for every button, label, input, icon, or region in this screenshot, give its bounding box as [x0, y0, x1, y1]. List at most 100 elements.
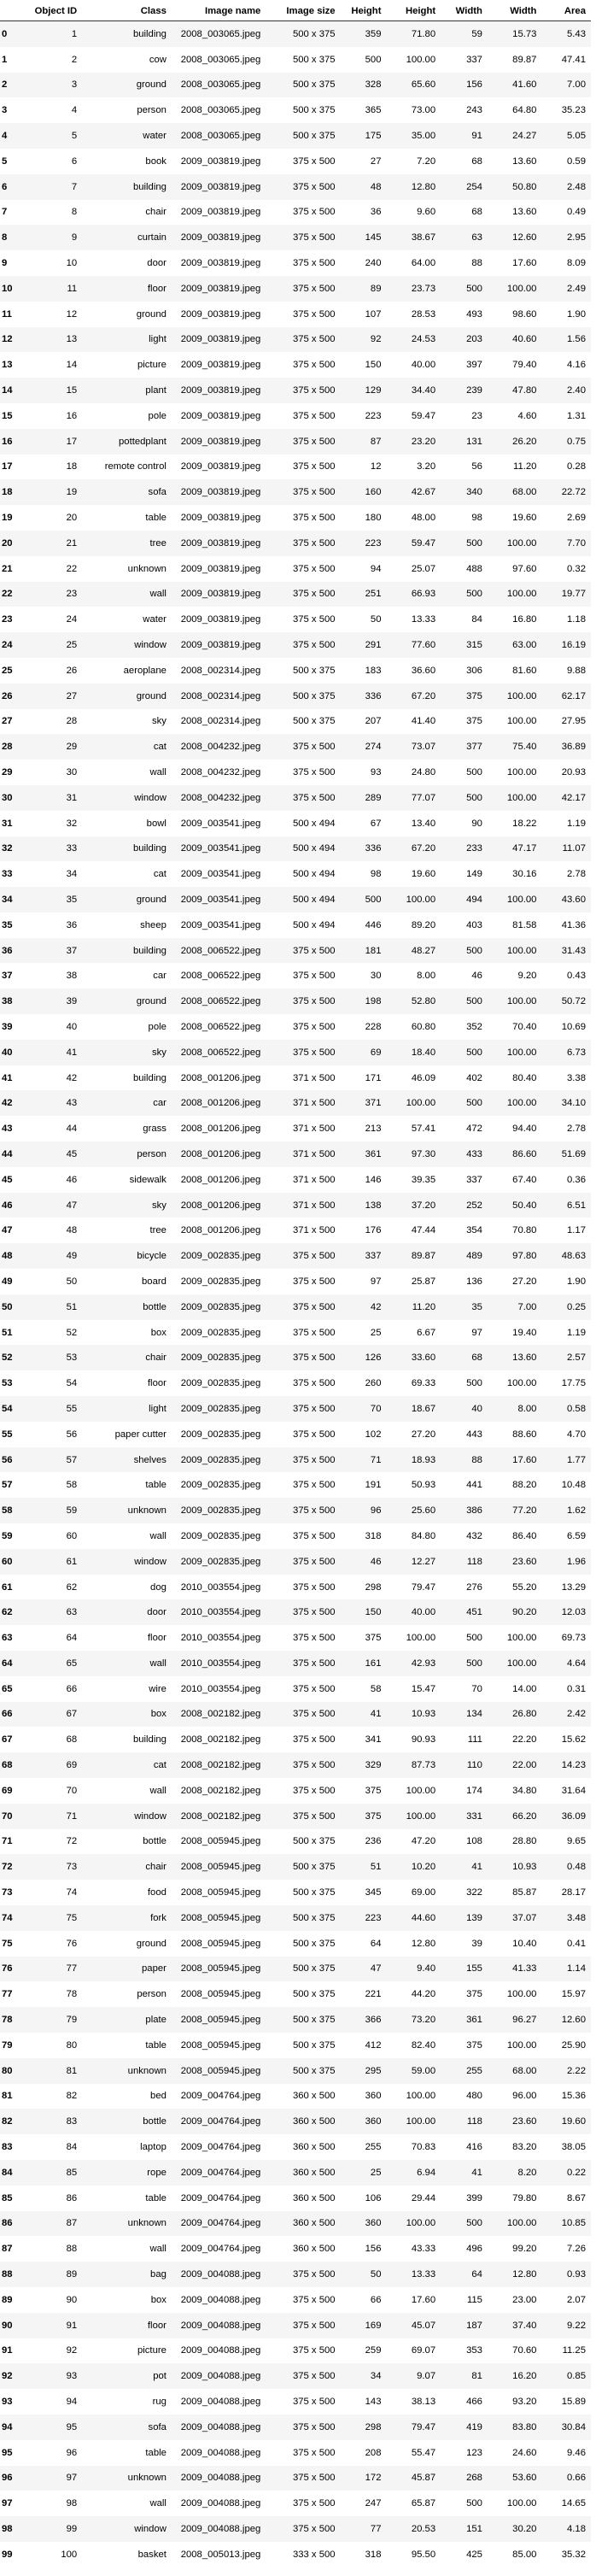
height-px-cell: 289	[365, 792, 382, 803]
image-size-cell: 375 x 500	[292, 1276, 336, 1287]
table-row: 82 83 bottle 2009_004764.jpeg 360 x 500 360 10…	[0, 2109, 591, 2135]
height-pct-cell: 100.00	[406, 1810, 436, 1822]
row-index: 60	[2, 1556, 13, 1567]
image-name-cell: 2008_005945.jpeg	[180, 1887, 261, 1898]
area-cell: 38.05	[561, 2142, 586, 2153]
area-cell: 34.10	[561, 1098, 586, 1109]
width-pct-cell: 100.00	[506, 1633, 537, 1644]
class-cell: person	[137, 1148, 167, 1159]
width-pct-cell: 19.60	[512, 513, 537, 524]
height-px-cell: 71	[370, 1454, 382, 1465]
area-cell: 9.22	[567, 2320, 586, 2331]
image-size-cell: 375 x 500	[292, 971, 336, 982]
area-cell: 2.78	[567, 1124, 586, 1135]
image-name-cell: 2008_003065.jpeg	[180, 28, 261, 39]
class-cell: wall	[149, 589, 167, 600]
class-cell: floor	[147, 283, 167, 294]
height-pct-cell: 89.87	[411, 1251, 436, 1262]
height-px-cell: 295	[365, 2065, 382, 2076]
image-name-cell: 2009_002835.jpeg	[180, 1378, 261, 1389]
height-px-cell: 25	[370, 2167, 382, 2178]
table-row: 90 91 floor 2009_004088.jpeg 375 x 500 169 45.…	[0, 2312, 591, 2338]
object-id-cell: 82	[66, 2091, 78, 2102]
image-name-cell: 2009_002835.jpeg	[180, 1301, 261, 1312]
width-px-cell: 88	[471, 1454, 482, 1465]
area-cell: 36.89	[561, 742, 586, 753]
object-id-cell: 38	[66, 971, 78, 982]
table-row: 52 53 chair 2009_002835.jpeg 375 x 500 126 33.…	[0, 1345, 591, 1371]
area-cell: 0.41	[567, 1938, 586, 1949]
row-index: 13	[2, 360, 13, 371]
image-name-cell: 2008_001206.jpeg	[180, 1098, 261, 1109]
table-row: 69 70 wall 2008_002182.jpeg 375 x 500 375 100.…	[0, 1777, 591, 1804]
width-px-cell: 472	[466, 1124, 482, 1135]
width-px-cell: 90	[471, 818, 482, 829]
width-pct-cell: 7.00	[517, 1301, 537, 1312]
table-row: 14 15 plant 2009_003819.jpeg 375 x 500 129 34.…	[0, 378, 591, 403]
image-size-cell: 375 x 500	[292, 2421, 336, 2432]
image-name-cell: 2008_005945.jpeg	[180, 2065, 261, 2076]
class-cell: wall	[149, 767, 167, 777]
width-pct-cell: 41.33	[512, 1963, 537, 1975]
area-cell: 19.77	[561, 589, 586, 600]
image-name-cell: 2008_003065.jpeg	[180, 105, 261, 116]
width-pct-cell: 100.00	[506, 589, 537, 600]
row-index: 75	[2, 1938, 13, 1949]
object-id-cell: 81	[66, 2065, 78, 2076]
width-px-cell: 68	[471, 207, 482, 218]
width-px-cell: 425	[466, 2549, 482, 2560]
area-cell: 0.32	[567, 563, 586, 574]
class-cell: building	[132, 1072, 167, 1083]
object-id-cell: 85	[66, 2167, 78, 2178]
height-pct-cell: 46.09	[411, 1072, 436, 1083]
height-pct-cell: 10.20	[411, 1862, 436, 1873]
object-id-cell: 30	[66, 767, 78, 777]
object-id-cell: 59	[66, 1505, 78, 1517]
object-id-cell: 20	[66, 513, 78, 524]
image-name-cell: 2008_001206.jpeg	[180, 1174, 261, 1185]
width-px-cell: 496	[466, 2244, 482, 2255]
object-id-cell: 56	[66, 1429, 78, 1440]
width-px-cell: 97	[471, 1327, 482, 1338]
width-pct-cell: 90.20	[512, 1607, 537, 1618]
image-size-cell: 375 x 500	[292, 767, 336, 777]
area-cell: 1.19	[567, 818, 586, 829]
height-pct-cell: 6.94	[417, 2167, 436, 2178]
image-size-cell: 375 x 500	[292, 945, 336, 956]
width-pct-cell: 79.80	[512, 2192, 537, 2203]
table-row: 24 25 window 2009_003819.jpeg 375 x 500 291 77…	[0, 632, 591, 658]
row-index: 42	[2, 1098, 13, 1109]
height-pct-cell: 36.60	[411, 665, 436, 676]
image-size-cell: 375 x 500	[292, 2498, 336, 2509]
height-px-cell: 360	[365, 2091, 382, 2102]
class-cell: door	[147, 258, 167, 269]
table-row: 56 57 shelves 2009_002835.jpeg 375 x 500 71 18…	[0, 1446, 591, 1473]
row-index: 40	[2, 1047, 13, 1058]
image-name-cell: 2009_004088.jpeg	[180, 2421, 261, 2432]
image-size-cell: 375 x 500	[292, 1505, 336, 1517]
object-id-cell: 3	[71, 79, 78, 91]
row-index: 68	[2, 1760, 13, 1771]
object-id-cell: 25	[66, 640, 78, 651]
class-cell: window	[134, 2523, 167, 2534]
width-px-cell: 39	[471, 1938, 482, 1949]
width-px-cell: 500	[466, 1098, 482, 1109]
table-row: 74 75 fork 2008_005945.jpeg 500 x 375 223 44.6…	[0, 1904, 591, 1931]
width-px-cell: 63	[471, 232, 482, 244]
row-index: 89	[2, 2294, 13, 2305]
object-id-cell: 96	[66, 2447, 78, 2458]
width-pct-cell: 23.60	[512, 2116, 537, 2127]
width-px-cell: 416	[466, 2142, 482, 2153]
area-cell: 2.22	[567, 2065, 586, 2076]
image-name-cell: 2009_003541.jpeg	[180, 919, 261, 930]
height-pct-cell: 41.40	[411, 716, 436, 727]
width-pct-cell: 96.00	[512, 2091, 537, 2102]
image-name-cell: 2009_003819.jpeg	[180, 640, 261, 651]
height-pct-cell: 50.93	[411, 1480, 436, 1491]
area-cell: 30.84	[561, 2421, 586, 2432]
area-cell: 2.07	[567, 2294, 586, 2305]
class-cell: sidewalk	[129, 1174, 167, 1185]
row-index: 57	[2, 1480, 13, 1491]
area-cell: 7.00	[567, 79, 586, 91]
image-name-cell: 2008_003065.jpeg	[180, 79, 261, 91]
